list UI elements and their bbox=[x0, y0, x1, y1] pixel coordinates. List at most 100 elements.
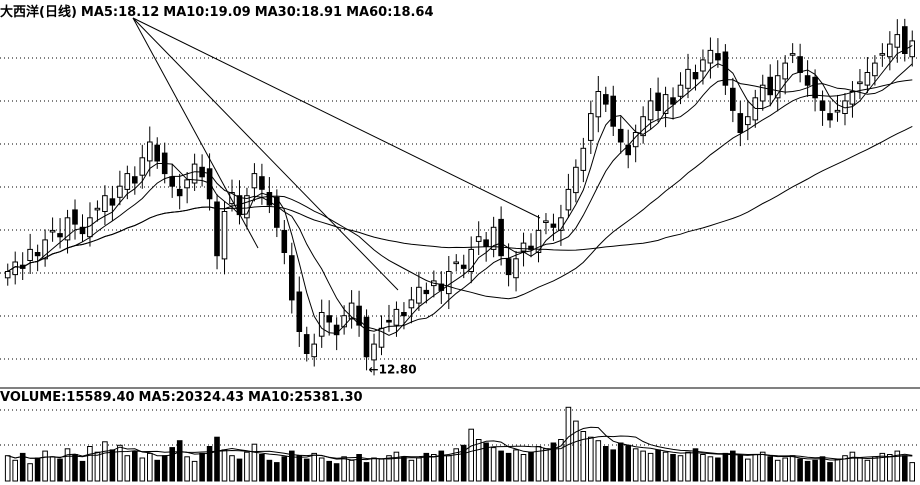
candle-up bbox=[700, 59, 706, 72]
volume-bar-up bbox=[632, 448, 639, 482]
candle-up bbox=[251, 173, 258, 189]
volume-bar-down bbox=[505, 452, 512, 482]
volume-bar-up bbox=[318, 457, 325, 482]
candle-up bbox=[685, 68, 691, 89]
candle-down bbox=[401, 312, 407, 317]
volume-bar-down bbox=[132, 450, 138, 482]
volume-bar-down bbox=[363, 462, 370, 482]
trend-fan-line bbox=[132, 17, 259, 249]
candle-down bbox=[259, 176, 265, 190]
volume-bar-up bbox=[124, 455, 131, 482]
candle-up bbox=[558, 217, 564, 231]
candle-up bbox=[102, 195, 108, 212]
volume-bar-up bbox=[229, 455, 235, 482]
volume-bar-up bbox=[595, 440, 602, 482]
volume-bar-down bbox=[730, 450, 736, 482]
trend-fan-line bbox=[132, 17, 541, 219]
candle-up bbox=[834, 109, 841, 113]
volume-bar-up bbox=[416, 457, 422, 482]
volume-bar-up bbox=[251, 443, 258, 482]
volume-bar-up bbox=[378, 458, 385, 482]
volume-bar-up bbox=[311, 452, 317, 482]
price-legend: 大西洋(日线) MA5:18.12 MA10:19.09 MA30:18.91 MA60… bbox=[0, 1, 438, 20]
candle-down bbox=[550, 223, 557, 228]
candle-down bbox=[132, 176, 138, 184]
candle-down bbox=[296, 291, 303, 332]
volume-ma5-line bbox=[7, 426, 913, 461]
candle-up bbox=[348, 302, 355, 320]
volume-bar-up bbox=[513, 449, 519, 482]
volume-bar-up bbox=[102, 441, 108, 482]
candle-up bbox=[94, 207, 101, 211]
volume-bar-down bbox=[199, 452, 205, 482]
candle-down bbox=[281, 229, 288, 253]
volume-bar-up bbox=[834, 458, 841, 482]
candle-up bbox=[849, 91, 856, 105]
volume-bar-up bbox=[139, 457, 146, 482]
volume-bar-up bbox=[87, 446, 93, 482]
volume-bar-up bbox=[221, 449, 228, 482]
candle-down bbox=[154, 144, 160, 162]
volume-bar-down bbox=[827, 462, 833, 482]
candle-down bbox=[169, 176, 175, 187]
candle-up bbox=[632, 132, 639, 148]
volume-bar-down bbox=[483, 442, 489, 482]
candle-up bbox=[640, 116, 646, 137]
volume-bar-up bbox=[752, 454, 759, 482]
volume-bar-up bbox=[662, 451, 669, 482]
candle-up bbox=[49, 229, 56, 233]
volume-bar-up bbox=[520, 454, 527, 482]
volume-bar-up bbox=[685, 451, 691, 482]
volume-bar-up bbox=[580, 431, 587, 482]
candle-down bbox=[333, 324, 340, 336]
candle-up bbox=[887, 43, 893, 58]
candle-up bbox=[745, 116, 751, 126]
candle-down bbox=[34, 252, 41, 257]
volume-bar-down bbox=[274, 462, 280, 482]
volume-bar-down bbox=[281, 456, 288, 482]
volume-bar-down bbox=[655, 449, 661, 482]
volume-bar-up bbox=[348, 459, 355, 482]
volume-bar-up bbox=[147, 452, 153, 482]
volume-bar-down bbox=[259, 454, 265, 482]
candle-down bbox=[603, 94, 609, 105]
volume-bar-up bbox=[386, 455, 392, 482]
candle-down bbox=[326, 315, 332, 323]
volume-bar-up bbox=[475, 439, 482, 482]
volume-bar-up bbox=[12, 459, 18, 482]
volume-legend: VOLUME:15589.40 MA5:20324.43 MA10:25381.30 bbox=[0, 390, 367, 405]
candle-up bbox=[117, 185, 123, 198]
candle-down bbox=[902, 26, 908, 54]
candle-up bbox=[221, 211, 228, 260]
volume-bar-up bbox=[94, 451, 101, 482]
volume-ma5-readout: MA5:20324.43 bbox=[138, 390, 245, 405]
candle-up bbox=[371, 343, 377, 361]
candle-down bbox=[812, 76, 818, 99]
volume-bar-down bbox=[296, 455, 303, 482]
volume-bar-down bbox=[109, 449, 116, 482]
candle-up bbox=[864, 72, 871, 86]
volume-bar-up bbox=[393, 451, 400, 482]
candle-up bbox=[894, 34, 901, 48]
candle-down bbox=[617, 128, 624, 143]
candle-down bbox=[730, 87, 736, 111]
candle-up bbox=[565, 188, 572, 211]
candle-up bbox=[87, 217, 93, 238]
candle-down bbox=[505, 258, 512, 276]
candle-down bbox=[670, 97, 676, 105]
volume-bar-down bbox=[176, 440, 183, 482]
volume-bar-down bbox=[737, 455, 744, 482]
ma10-readout: MA10:19.09 bbox=[163, 5, 251, 20]
volume-bar-up bbox=[408, 459, 415, 482]
volume-bar-down bbox=[550, 442, 557, 482]
candle-up bbox=[490, 226, 497, 250]
ma5-readout: MA5:18.12 bbox=[80, 5, 160, 20]
volume-bar-up bbox=[707, 456, 714, 482]
volume-bar-up bbox=[341, 456, 347, 482]
volume-bar-down bbox=[528, 451, 534, 482]
volume-ma10-line bbox=[7, 435, 913, 460]
volume-bar-down bbox=[812, 459, 818, 482]
candle-up bbox=[341, 315, 347, 328]
candle-up bbox=[416, 286, 422, 304]
